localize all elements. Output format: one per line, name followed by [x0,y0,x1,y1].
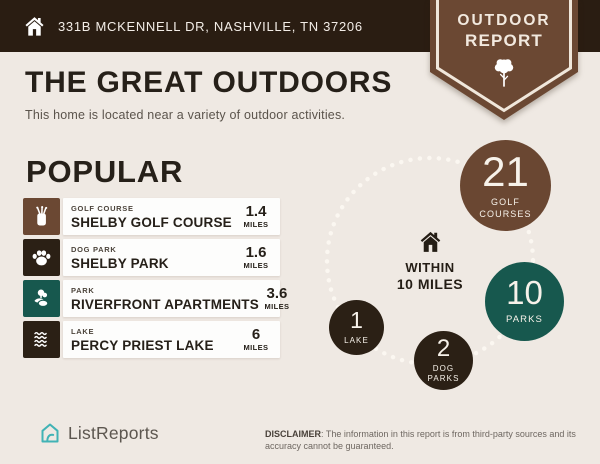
poi-card: DOG PARK SHELBY PARK 1.6 MILES [63,239,280,276]
stat-bubble-golf-courses: 21 GOLF COURSES [460,140,551,231]
poi-name: SHELBY GOLF COURSE [71,214,232,230]
within-label-line1: WITHIN [405,260,455,275]
poi-distance-unit: MILES [243,261,269,271]
poi-distance: 1.4 MILES [238,204,274,229]
disclaimer-text: DISCLAIMER: The information in this repo… [265,429,587,452]
list-item-lake: LAKE PERCY PRIEST LAKE 6 MILES [23,321,280,358]
poi-distance: 6 MILES [238,327,274,352]
badge-content: OUTDOOR REPORT [430,0,578,98]
popular-list: GOLF COURSE SHELBY GOLF COURSE 1.4 MILES [23,198,289,358]
poi-distance-value: 3.6 [266,285,288,303]
disclaimer-label: DISCLAIMER [265,429,321,439]
stat-bubble-lake: 1 LAKE [329,300,384,355]
outdoor-report-badge: OUTDOOR REPORT [430,0,578,126]
within-label-line2: 10 MILES [396,276,464,292]
within-radius-label: WITHIN 10 MILES [375,230,485,292]
poi-distance-value: 1.6 [245,244,267,262]
paw-icon [23,239,60,276]
home-icon [420,231,440,252]
list-item-golf-course: GOLF COURSE SHELBY GOLF COURSE 1.4 MILES [23,198,280,235]
poi-distance-unit: MILES [243,220,269,230]
waves-icon [23,321,60,358]
page-title: THE GREAT OUTDOORS [25,66,393,99]
listreports-logo: ListReports [40,422,159,444]
stat-count: 1 [350,306,363,333]
poi-name: RIVERFRONT APARTMENTS [71,296,259,312]
poi-distance-unit: MILES [243,343,269,353]
stat-count: 21 [482,147,529,195]
stat-bubble-parks: 10 PARKS [485,262,564,341]
poi-category: GOLF COURSE [71,203,134,213]
stat-label: LAKE [344,335,369,345]
poi-category: PARK [71,285,95,295]
intro-section: THE GREAT OUTDOORS This home is located … [25,66,392,122]
stat-label: GOLF COURSES [479,197,531,220]
poi-distance: 3.6 MILES [259,286,295,311]
list-item-park: PARK RIVERFRONT APARTMENTS 3.6 MILES [23,280,289,317]
list-item-dog-park: DOG PARK SHELBY PARK 1.6 MILES [23,239,280,276]
poi-distance: 1.6 MILES [238,245,274,270]
stat-label-line1: GOLF [491,196,520,207]
property-address: 331B MCKENNELL DR, NASHVILLE, TN 37206 [58,18,363,34]
stat-label: DOG PARKS [427,364,459,385]
poi-text: LAKE PERCY PRIEST LAKE [71,327,214,353]
popular-heading: POPULAR [26,154,184,189]
stat-label-line2: COURSES [479,208,532,219]
poi-text: DOG PARK SHELBY PARK [71,245,169,271]
disclaimer-body: : The information in this report is from… [265,429,576,451]
badge-title-line1: OUTDOOR [457,12,551,29]
poi-text: PARK RIVERFRONT APARTMENTS [71,286,259,312]
stat-label-line2: PARKS [427,374,460,383]
poi-card: LAKE PERCY PRIEST LAKE 6 MILES [63,321,280,358]
home-icon [25,17,44,36]
stat-label: PARKS [505,314,543,326]
page-subtitle: This home is located near a variety of o… [25,108,346,122]
poi-distance-unit: MILES [264,302,290,312]
brand-name: ListReports [68,422,159,443]
poi-card: GOLF COURSE SHELBY GOLF COURSE 1.4 MILES [63,198,280,235]
stat-bubble-dog-parks: 2 DOG PARKS [414,331,473,390]
poi-distance-value: 1.4 [245,203,267,221]
golf-bag-icon [23,198,60,235]
stat-label-line1: DOG [432,363,455,373]
poi-text: GOLF COURSE SHELBY GOLF COURSE [71,204,232,230]
badge-title-line2: REPORT [464,31,544,50]
park-trail-icon [23,280,60,317]
poi-category: LAKE [71,326,95,336]
poi-category: DOG PARK [71,244,117,254]
poi-distance-value: 6 [251,326,261,344]
poi-card: PARK RIVERFRONT APARTMENTS 3.6 MILES [63,280,289,317]
listreports-house-icon [41,423,59,443]
stat-count: 10 [506,274,543,312]
tree-icon [494,59,514,87]
poi-name: SHELBY PARK [71,255,169,271]
stat-count: 2 [436,334,451,362]
poi-name: PERCY PRIEST LAKE [71,337,214,353]
